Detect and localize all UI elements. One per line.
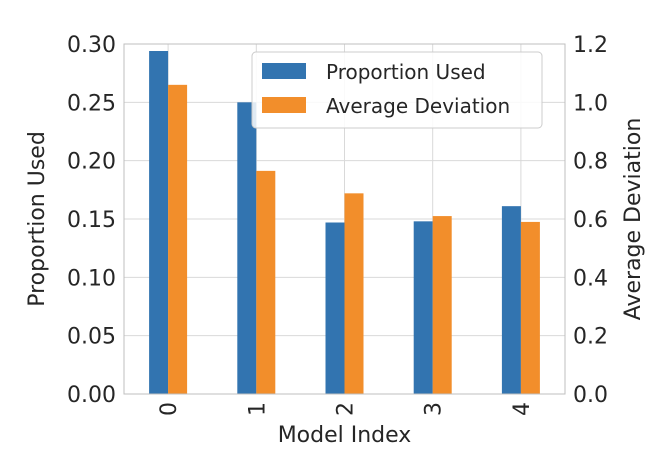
bar-proportion-used-1 xyxy=(237,102,257,394)
left-y-tick-label: 0.10 xyxy=(67,266,116,291)
right-y-tick-label: 0.6 xyxy=(573,208,608,233)
right-y-tick-label: 0.8 xyxy=(573,150,608,175)
right-y-axis-ticks: 0.0 0.2 0.4 0.6 0.8 1.0 1.2 xyxy=(573,33,608,408)
legend-swatch-average-deviation xyxy=(262,97,306,113)
right-y-tick-label: 0.0 xyxy=(573,383,608,408)
x-tick-label: 2 xyxy=(334,402,359,416)
left-y-tick-label: 0.15 xyxy=(67,208,116,233)
legend-box xyxy=(251,51,543,129)
bar-average-deviation-4 xyxy=(520,221,540,394)
x-tick-label: 0 xyxy=(157,402,182,416)
right-y-axis-title: Average Deviation xyxy=(621,118,646,321)
plot-frame xyxy=(123,43,566,395)
x-axis-ticks: 0 1 2 3 4 xyxy=(157,402,535,416)
x-tick-label: 1 xyxy=(245,402,270,416)
bar-average-deviation-2 xyxy=(344,193,364,394)
bar-proportion-used-0 xyxy=(149,51,169,394)
x-tick-label: 3 xyxy=(422,402,447,416)
x-axis-title: Model Index xyxy=(278,423,412,448)
left-y-tick-label: 0.30 xyxy=(67,33,116,58)
legend-label-proportion-used: Proportion Used xyxy=(326,60,486,84)
left-y-axis-ticks: 0.00 0.05 0.10 0.15 0.20 0.25 0.30 xyxy=(67,33,116,408)
left-y-tick-label: 0.20 xyxy=(67,150,116,175)
bar-average-deviation-0 xyxy=(168,84,188,394)
legend: Proportion Used Average Deviation xyxy=(251,51,543,129)
right-y-tick-label: 1.2 xyxy=(573,33,608,58)
left-y-tick-label: 0.25 xyxy=(67,91,116,116)
bars xyxy=(149,51,540,394)
bar-proportion-used-4 xyxy=(501,206,521,394)
bar-proportion-used-2 xyxy=(325,222,345,394)
right-y-tick-label: 0.4 xyxy=(573,266,608,291)
right-y-tick-label: 0.2 xyxy=(573,325,608,350)
legend-swatch-proportion-used xyxy=(262,63,306,79)
left-y-tick-label: 0.00 xyxy=(67,383,116,408)
bar-average-deviation-3 xyxy=(432,216,452,394)
bar-proportion-used-3 xyxy=(413,221,433,394)
legend-label-average-deviation: Average Deviation xyxy=(326,94,510,118)
left-y-axis-title: Proportion Used xyxy=(25,131,50,307)
x-tick-label: 4 xyxy=(510,402,535,416)
left-y-tick-label: 0.05 xyxy=(67,325,116,350)
bar-average-deviation-1 xyxy=(256,170,276,394)
right-y-tick-label: 1.0 xyxy=(573,91,608,116)
